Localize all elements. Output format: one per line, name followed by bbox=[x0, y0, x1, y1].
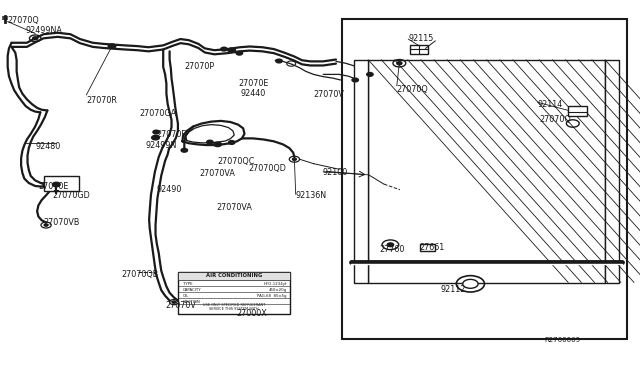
Text: 92440: 92440 bbox=[241, 89, 266, 97]
Circle shape bbox=[221, 47, 227, 51]
Text: 27070QD: 27070QD bbox=[248, 164, 286, 173]
Text: 92114: 92114 bbox=[538, 100, 563, 109]
Text: 27070P: 27070P bbox=[184, 62, 214, 71]
Circle shape bbox=[228, 141, 235, 144]
Text: HFO-1234yf: HFO-1234yf bbox=[263, 282, 287, 286]
Circle shape bbox=[214, 142, 221, 147]
Text: 27070Q: 27070Q bbox=[540, 115, 572, 124]
Circle shape bbox=[228, 48, 236, 52]
Bar bbox=[178, 272, 290, 314]
Bar bbox=[342, 19, 627, 339]
Circle shape bbox=[44, 224, 48, 226]
Text: AIR CONDITIONING: AIR CONDITIONING bbox=[205, 273, 262, 278]
Text: 27070VB: 27070VB bbox=[44, 218, 80, 227]
Circle shape bbox=[387, 243, 394, 247]
Text: 27070E: 27070E bbox=[156, 130, 186, 139]
Bar bbox=[178, 272, 290, 280]
Bar bbox=[44, 176, 79, 191]
Circle shape bbox=[397, 62, 402, 65]
Bar bbox=[568, 106, 587, 116]
Text: 27070QC: 27070QC bbox=[218, 157, 255, 166]
Text: OIL: OIL bbox=[183, 294, 189, 298]
Text: 27760: 27760 bbox=[380, 245, 405, 254]
Text: 27070R: 27070R bbox=[86, 96, 117, 105]
Text: 27070GD: 27070GD bbox=[52, 191, 90, 200]
Text: 27070QB: 27070QB bbox=[122, 270, 159, 279]
Bar bbox=[368, 60, 605, 283]
Circle shape bbox=[292, 158, 296, 160]
Bar bbox=[354, 60, 368, 283]
Text: 27070E: 27070E bbox=[38, 182, 68, 191]
Circle shape bbox=[367, 73, 373, 76]
Text: 27070Q: 27070Q bbox=[8, 16, 40, 25]
Text: CAPACITY: CAPACITY bbox=[183, 288, 202, 292]
Text: 27070Q: 27070Q bbox=[397, 85, 429, 94]
Text: 27070VA: 27070VA bbox=[216, 203, 252, 212]
Text: TYPE: TYPE bbox=[183, 282, 193, 286]
Text: 92136N: 92136N bbox=[296, 191, 327, 200]
Circle shape bbox=[352, 78, 358, 82]
Bar bbox=[605, 60, 619, 283]
Text: USE ONLY SPECIFIED REFRIGERANT
SERVICE THIS SYSTEM WITH: USE ONLY SPECIFIED REFRIGERANT SERVICE T… bbox=[203, 302, 265, 311]
Text: 92499N: 92499N bbox=[146, 141, 177, 150]
Circle shape bbox=[52, 182, 60, 187]
Text: 27070V: 27070V bbox=[165, 301, 196, 310]
Text: PAG-68  85±5g: PAG-68 85±5g bbox=[257, 294, 287, 298]
Text: 27661: 27661 bbox=[419, 243, 444, 252]
Text: R2760069: R2760069 bbox=[544, 337, 580, 343]
Circle shape bbox=[172, 301, 176, 303]
Text: 92100: 92100 bbox=[323, 169, 348, 177]
Text: 92499NA: 92499NA bbox=[26, 26, 63, 35]
Circle shape bbox=[33, 37, 38, 40]
Text: 450±20g: 450±20g bbox=[269, 288, 287, 292]
Circle shape bbox=[152, 135, 159, 140]
Circle shape bbox=[181, 148, 188, 152]
Circle shape bbox=[236, 51, 243, 55]
Text: 27070E: 27070E bbox=[239, 79, 269, 88]
Text: 27070VA: 27070VA bbox=[200, 169, 236, 178]
Text: 27070GA: 27070GA bbox=[140, 109, 177, 118]
Text: 92112: 92112 bbox=[440, 285, 466, 294]
Text: 92490: 92490 bbox=[157, 185, 182, 194]
Circle shape bbox=[207, 140, 213, 144]
Text: 27070V: 27070V bbox=[314, 90, 344, 99]
Text: 92480: 92480 bbox=[35, 142, 60, 151]
Circle shape bbox=[276, 59, 282, 63]
Circle shape bbox=[463, 279, 478, 288]
Text: 92115: 92115 bbox=[408, 34, 434, 43]
Circle shape bbox=[153, 130, 159, 134]
Text: 27000X: 27000X bbox=[237, 309, 268, 318]
Circle shape bbox=[108, 44, 116, 48]
Text: CAUTION: CAUTION bbox=[183, 300, 201, 304]
Bar bbox=[410, 45, 428, 54]
Bar bbox=[420, 244, 435, 251]
